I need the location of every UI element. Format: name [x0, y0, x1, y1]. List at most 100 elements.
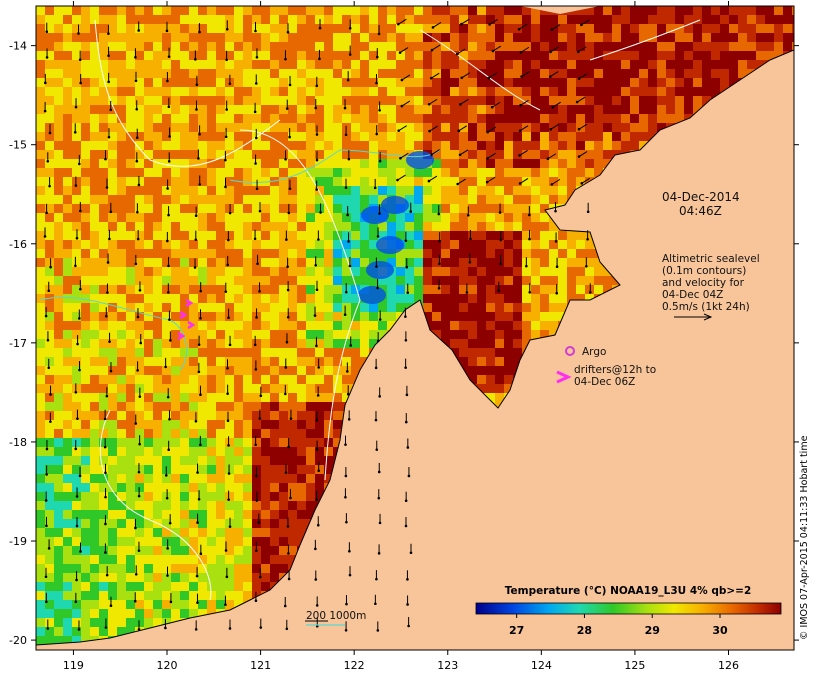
sst-cell	[153, 294, 163, 304]
sst-cell	[360, 195, 370, 205]
sst-cell	[45, 438, 55, 448]
sst-cell	[288, 51, 298, 61]
sst-cell	[468, 15, 478, 25]
sst-cell	[405, 6, 415, 16]
sst-cell	[342, 150, 352, 160]
sst-cell	[288, 132, 298, 142]
sst-cell	[135, 303, 145, 313]
sst-cell	[324, 465, 334, 475]
sst-cell	[315, 285, 325, 295]
sst-cell	[261, 519, 271, 529]
sst-cell	[729, 69, 739, 79]
sst-cell	[198, 15, 208, 25]
sst-cell	[450, 168, 460, 178]
sst-cell	[81, 51, 91, 61]
sst-cell	[279, 510, 289, 520]
sst-cell	[279, 195, 289, 205]
sst-cell	[45, 528, 55, 538]
sst-cell	[630, 24, 640, 34]
sst-cell	[756, 60, 766, 70]
sst-cell	[567, 168, 577, 178]
sst-cell	[81, 240, 91, 250]
sst-cell	[252, 60, 262, 70]
sst-cell	[243, 249, 253, 259]
sst-cell	[432, 267, 442, 277]
sst-cell	[36, 87, 46, 97]
sst-cell	[288, 204, 298, 214]
sst-cell	[423, 114, 433, 124]
sst-cell	[396, 294, 406, 304]
sst-cell	[513, 204, 523, 214]
sst-cell	[36, 123, 46, 133]
sst-cell	[252, 321, 262, 331]
sst-cell	[333, 294, 343, 304]
sst-cell	[675, 69, 685, 79]
sst-cell	[396, 258, 406, 268]
sst-cell	[36, 312, 46, 322]
sst-cell	[405, 51, 415, 61]
sst-cell	[576, 168, 586, 178]
sst-cell	[747, 51, 757, 61]
sst-cell	[144, 420, 154, 430]
sst-cell	[288, 366, 298, 376]
sst-cell	[315, 240, 325, 250]
sst-cell	[189, 150, 199, 160]
sst-cell	[270, 357, 280, 367]
sst-cell	[189, 501, 199, 511]
sst-cell	[162, 429, 172, 439]
sst-cell	[234, 6, 244, 16]
sst-cell	[108, 177, 118, 187]
sst-cell	[342, 159, 352, 169]
sst-cell	[297, 24, 307, 34]
sst-cell	[504, 285, 514, 295]
sst-cell	[216, 492, 226, 502]
sst-cell	[522, 204, 532, 214]
sst-cell	[567, 60, 577, 70]
sst-cell	[279, 339, 289, 349]
sst-cell	[117, 240, 127, 250]
sst-cell	[540, 222, 550, 232]
sst-cell	[396, 24, 406, 34]
sst-cell	[648, 105, 658, 115]
sst-cell	[162, 303, 172, 313]
sst-cell	[225, 375, 235, 385]
sst-cell	[450, 123, 460, 133]
sst-cell	[189, 294, 199, 304]
sst-cell	[54, 177, 64, 187]
sst-cell	[477, 33, 487, 43]
sst-cell	[207, 465, 217, 475]
sst-cell	[252, 204, 262, 214]
sst-cell	[630, 51, 640, 61]
sst-cell	[738, 51, 748, 61]
sst-cell	[126, 330, 136, 340]
sst-cell	[513, 249, 523, 259]
sst-cell	[306, 375, 316, 385]
sst-cell	[729, 42, 739, 52]
sst-cell	[405, 186, 415, 196]
sst-cell	[198, 87, 208, 97]
sst-cell	[333, 159, 343, 169]
sst-cell	[369, 60, 379, 70]
sst-cell	[261, 402, 271, 412]
sst-cell	[252, 294, 262, 304]
sst-cell	[504, 42, 514, 52]
sst-cell	[207, 204, 217, 214]
sst-cell	[567, 132, 577, 142]
sst-cell	[243, 204, 253, 214]
sst-cell	[189, 276, 199, 286]
sst-cell	[243, 78, 253, 88]
sst-cell	[225, 294, 235, 304]
sst-cell	[189, 303, 199, 313]
sst-cell	[693, 105, 703, 115]
sst-cell	[261, 105, 271, 115]
sst-cell	[198, 168, 208, 178]
sst-cell	[477, 213, 487, 223]
sst-cell	[135, 267, 145, 277]
sst-cell	[360, 78, 370, 88]
sst-cell	[387, 222, 397, 232]
sst-cell	[513, 303, 523, 313]
sst-cell	[297, 420, 307, 430]
sst-cell	[225, 312, 235, 322]
sst-cell	[621, 33, 631, 43]
sst-cell	[324, 123, 334, 133]
